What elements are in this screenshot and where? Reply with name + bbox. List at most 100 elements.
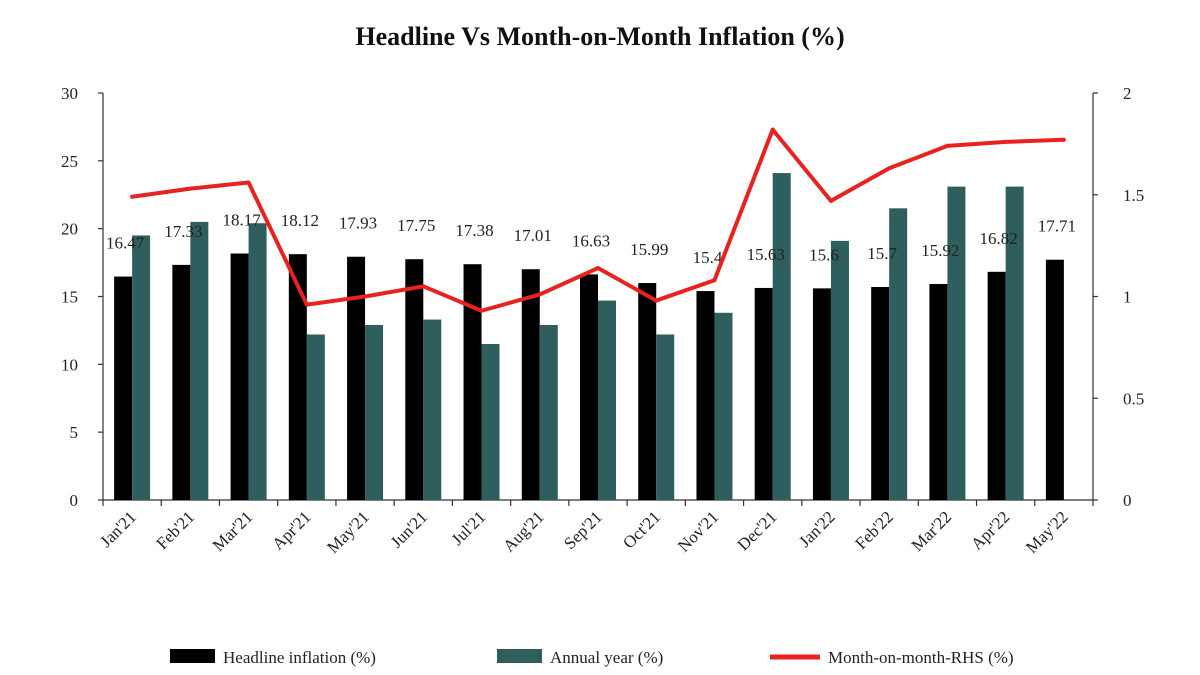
bar-annual: [132, 235, 151, 500]
bar-headline: [987, 271, 1006, 500]
x-tick-label: Oct'21: [619, 507, 664, 552]
bar-headline: [172, 264, 191, 500]
point-month-on-month: [654, 298, 659, 303]
x-tick-label: Jan'21: [96, 507, 140, 551]
bar-annual: [889, 208, 908, 501]
bar-annual: [481, 343, 500, 500]
left-tick-label: 10: [61, 355, 78, 374]
point-month-on-month: [596, 266, 600, 271]
data-label-headline: 17.93: [339, 214, 377, 233]
data-label-headline: 17.71: [1038, 217, 1076, 236]
point-month-on-month: [537, 292, 542, 297]
point-month-on-month: [887, 166, 892, 171]
right-tick-label: 1.5: [1123, 186, 1144, 205]
point-month-on-month: [770, 127, 775, 132]
bar-headline: [871, 287, 890, 500]
right-tick-label: 0.5: [1123, 389, 1144, 408]
data-label-headline: 18.17: [222, 210, 261, 229]
data-label-headline: 15.63: [747, 245, 785, 264]
x-tick-label: Mar'21: [209, 507, 257, 555]
bar-headline: [754, 287, 773, 500]
right-tick-label: 1: [1123, 288, 1132, 307]
point-month-on-month: [188, 186, 193, 191]
bar-annual: [306, 334, 325, 500]
bar-headline: [638, 283, 657, 500]
bar-annual: [598, 300, 616, 500]
bar-annual: [947, 186, 966, 501]
data-label-headline: 18.12: [281, 211, 319, 230]
right-tick-label: 0: [1123, 491, 1132, 510]
legend-label: Annual year (%): [550, 648, 663, 667]
bar-headline: [230, 253, 249, 500]
left-tick-label: 30: [61, 84, 78, 103]
bar-headline: [929, 284, 948, 500]
bar-headline: [463, 264, 482, 500]
legend-swatch: [170, 649, 215, 663]
left-tick-label: 20: [61, 220, 78, 239]
data-label-headline: 17.33: [164, 222, 202, 241]
data-label-headline: 16.47: [106, 234, 145, 253]
x-tick-label: Sep'21: [560, 507, 606, 553]
legend-label: Headline inflation (%): [223, 648, 376, 667]
point-month-on-month: [479, 308, 484, 313]
bar-annual: [830, 240, 849, 501]
point-month-on-month: [1003, 139, 1008, 144]
x-tick-label: May'21: [323, 507, 373, 557]
bar-headline: [405, 259, 424, 500]
bar-annual: [656, 334, 675, 500]
x-tick-label: Feb'22: [851, 507, 897, 553]
bar-headline: [521, 269, 540, 500]
point-month-on-month: [246, 180, 251, 185]
x-tick-label: Nov'21: [674, 507, 722, 555]
bar-headline: [1045, 259, 1064, 500]
point-month-on-month: [712, 278, 717, 283]
bar-headline: [288, 254, 307, 500]
point-month-on-month: [421, 284, 426, 289]
left-tick-label: 0: [70, 491, 79, 510]
plot-area: 0 5 10 15 20 25 30 0 0.5 1 1.5 2 16.47 Jan'21 17.33 Feb…: [61, 84, 1144, 557]
x-tick-label: Dec'21: [734, 507, 781, 554]
data-label-headline: 17.01: [514, 226, 552, 245]
x-tick-label: Feb'21: [153, 507, 199, 553]
point-month-on-month: [828, 198, 833, 203]
point-month-on-month: [1061, 137, 1066, 142]
legend: Headline inflation (%) Annual year (%) Mon…: [170, 648, 1014, 667]
data-label-headline: 15.99: [630, 240, 668, 259]
bar-annual: [365, 324, 384, 500]
x-tick-label: Jan'22: [795, 507, 839, 551]
data-label-headline: 15.92: [921, 241, 959, 260]
bar-headline: [347, 256, 366, 500]
bar-annual: [1005, 186, 1024, 501]
bar-annual: [714, 312, 733, 500]
point-month-on-month: [945, 143, 950, 148]
left-tick-label: 15: [61, 288, 78, 307]
bar-annual: [539, 324, 558, 500]
legend-swatch: [497, 649, 542, 663]
data-label-headline: 16.63: [572, 231, 610, 250]
x-tick-label: Mar'22: [908, 507, 956, 555]
data-label-headline: 15.4: [693, 248, 723, 267]
bar-annual: [772, 173, 791, 500]
data-label-headline: 15.6: [809, 245, 839, 264]
x-tick-label: May'22: [1022, 507, 1072, 557]
x-tick-label: Apr'21: [268, 507, 314, 553]
data-label-headline: 16.82: [980, 229, 1018, 248]
left-tick-label: 5: [70, 423, 79, 442]
point-month-on-month: [304, 302, 309, 307]
point-month-on-month: [130, 194, 135, 199]
left-tick-label: 25: [61, 152, 78, 171]
data-label-headline: 17.75: [397, 216, 435, 235]
data-label-headline: 15.7: [867, 244, 897, 263]
point-month-on-month: [363, 294, 368, 299]
data-label-headline: 17.38: [455, 221, 493, 240]
right-tick-label: 2: [1123, 84, 1132, 103]
x-tick-label: Jul'21: [448, 507, 490, 549]
bar-headline: [114, 276, 133, 500]
bar-headline: [696, 291, 715, 500]
bar-annual: [248, 223, 267, 501]
bar-annual: [190, 221, 209, 500]
x-tick-label: Jun'21: [387, 507, 431, 551]
bar-annual: [423, 319, 442, 500]
chart-title: Headline Vs Month-on-Month Inflation (%): [355, 22, 844, 51]
